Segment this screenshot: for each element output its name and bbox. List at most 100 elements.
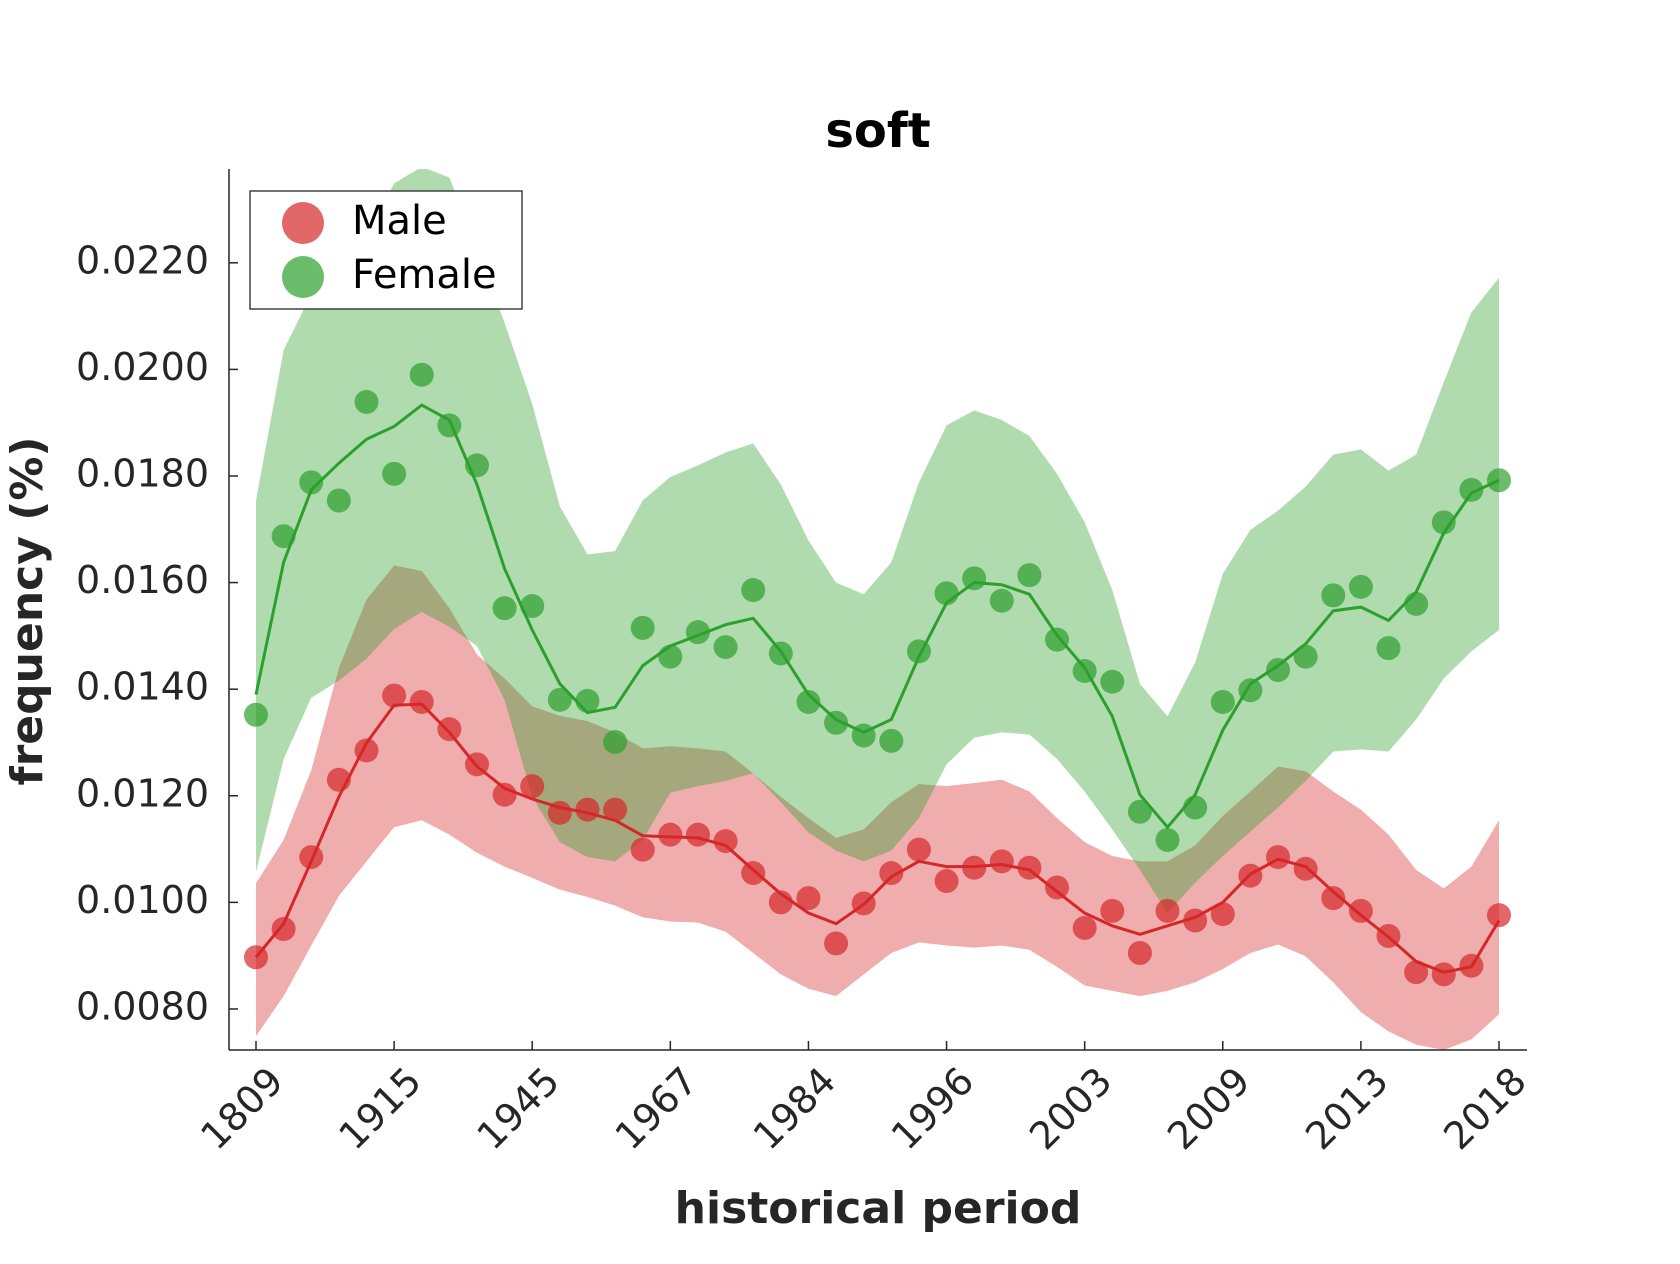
x-tick-label: 1809	[192, 1059, 292, 1159]
x-tick-label: 2009	[1159, 1059, 1259, 1159]
x-tick-label: 1915	[330, 1059, 430, 1159]
data-point	[1210, 689, 1235, 714]
y-tick-label: 0.0140	[76, 665, 209, 709]
trend-line	[254, 702, 1501, 974]
data-point	[1155, 828, 1180, 853]
data-point	[1238, 678, 1263, 703]
data-point	[934, 869, 959, 894]
data-point	[354, 389, 379, 414]
data-point	[658, 822, 683, 847]
data-point	[409, 362, 434, 387]
legend-label: Male	[352, 198, 447, 244]
data-point	[768, 890, 793, 915]
data-point	[879, 728, 904, 753]
y-tick-label: 0.0120	[76, 771, 209, 815]
data-point	[1045, 875, 1070, 900]
data-point	[547, 687, 572, 712]
data-point	[464, 453, 489, 478]
x-tick-label: 2018	[1435, 1059, 1535, 1159]
y-axis-label: frequency (%)	[2, 436, 53, 785]
data-point	[630, 837, 655, 862]
data-point	[271, 917, 296, 942]
data-point	[520, 774, 545, 799]
y-tick-label: 0.0080	[76, 984, 209, 1028]
data-point	[906, 837, 931, 862]
data-point	[741, 578, 766, 603]
data-point	[1321, 583, 1346, 608]
x-tick-label: 1945	[469, 1059, 569, 1159]
y-tick-label: 0.0100	[76, 878, 209, 922]
data-point	[1487, 903, 1511, 928]
legend-marker	[282, 256, 324, 298]
data-point	[1100, 898, 1125, 923]
data-point	[1238, 863, 1263, 888]
data-point	[1487, 468, 1511, 493]
data-point	[575, 688, 600, 713]
data-point	[409, 689, 434, 714]
data-point	[354, 738, 379, 763]
data-point	[796, 689, 821, 714]
data-point	[1459, 953, 1484, 978]
x-tick-label: 1984	[745, 1059, 845, 1159]
data-point	[962, 855, 987, 880]
data-point	[437, 717, 462, 742]
data-point	[603, 797, 628, 822]
data-point	[824, 931, 849, 956]
data-point	[824, 710, 849, 735]
data-point	[630, 615, 655, 640]
data-point	[685, 620, 710, 645]
data-point	[741, 861, 766, 886]
x-tick-label: 1996	[883, 1059, 983, 1159]
data-point	[299, 845, 324, 870]
data-point	[851, 723, 876, 748]
data-point	[299, 470, 324, 495]
data-point	[603, 729, 628, 754]
data-point	[962, 566, 987, 591]
data-point	[1072, 915, 1097, 940]
data-point	[1348, 898, 1373, 923]
legend: Male Female	[249, 190, 523, 310]
data-point	[382, 461, 407, 486]
data-point	[1431, 962, 1456, 987]
data-point	[1210, 902, 1235, 927]
data-point	[989, 588, 1014, 613]
x-axis-label: historical period	[675, 1183, 1082, 1234]
data-point	[464, 752, 489, 777]
plot-area	[244, 169, 1511, 1050]
data-point	[1045, 627, 1070, 652]
data-point	[1376, 636, 1401, 661]
data-point	[547, 800, 572, 825]
data-point	[1459, 477, 1484, 502]
data-point	[768, 641, 793, 666]
data-point	[1348, 574, 1373, 599]
trend-line	[254, 403, 1500, 830]
data-point	[713, 829, 738, 854]
confidence-band	[256, 169, 1499, 914]
data-point	[1100, 669, 1125, 694]
data-point	[326, 488, 351, 513]
x-tick-label: 1967	[607, 1059, 707, 1159]
data-point	[906, 639, 931, 664]
data-point	[1017, 563, 1042, 588]
data-point	[934, 581, 959, 606]
data-point	[1266, 845, 1291, 870]
data-point	[851, 891, 876, 916]
data-point	[1293, 856, 1318, 881]
legend-label: Female	[352, 252, 497, 298]
data-point	[1155, 898, 1180, 923]
data-point	[1183, 795, 1208, 820]
data-point	[1017, 855, 1042, 880]
data-point	[492, 596, 517, 621]
data-point	[1376, 923, 1401, 948]
data-point	[1404, 960, 1429, 985]
y-tick-label: 0.0200	[76, 345, 209, 389]
x-tick-label: 2003	[1021, 1059, 1121, 1159]
data-point	[1072, 659, 1097, 684]
data-point	[1127, 940, 1152, 965]
data-point	[244, 702, 268, 727]
data-point	[1321, 886, 1346, 911]
data-point	[713, 635, 738, 660]
data-point	[1431, 510, 1456, 535]
data-point	[575, 797, 600, 822]
